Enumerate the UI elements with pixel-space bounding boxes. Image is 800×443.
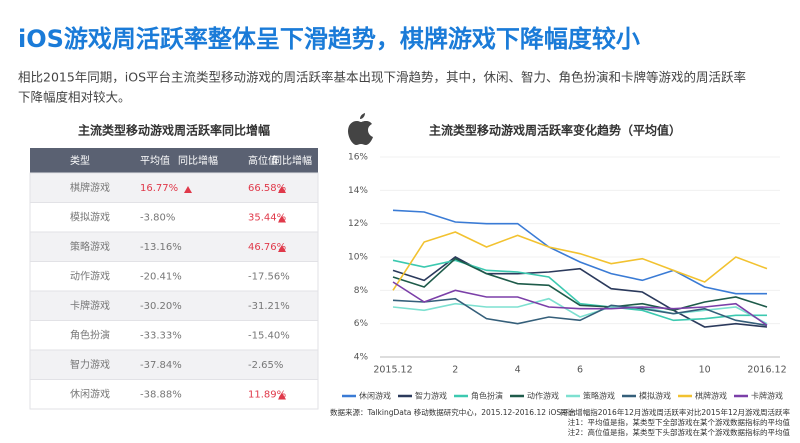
table-row-bg [29, 349, 319, 380]
column-header: 同比增幅 [272, 154, 312, 167]
table-cell: 策略游戏 [70, 240, 110, 253]
up-arrows [184, 186, 286, 400]
table-cell: -17.56% [248, 271, 290, 282]
series-line [392, 259, 767, 322]
legend-label: 智力游戏 [415, 391, 447, 401]
table-cell: -31.21% [248, 301, 290, 312]
y-tick-label: 8% [354, 286, 369, 296]
table-cell: 11.89% [248, 389, 286, 400]
series-line [392, 231, 768, 291]
table-cell: -33.33% [140, 330, 182, 341]
table-cell: -38.88% [140, 389, 182, 400]
column-header: 高位值 [248, 154, 278, 167]
column-header: 类型 [70, 154, 90, 167]
series-line [392, 281, 768, 326]
table-header-bg [30, 148, 318, 173]
table-cell: -20.41% [140, 271, 182, 282]
up-arrow [278, 186, 286, 193]
note: 注2：高位值是指，某类型下头部游戏在某个游戏数据指标的平均值 [568, 427, 791, 437]
series-line [392, 209, 767, 295]
x-tick-label: 2015.12 [373, 365, 412, 376]
x-tick-label: 6 [577, 365, 583, 376]
note: 注1：平均值是指，某类型下全部游戏在某个游戏数据指标的平均值 [568, 417, 791, 427]
table-cell: 46.76% [248, 242, 286, 253]
table-cell: -13.16% [140, 242, 182, 253]
up-arrow [278, 392, 286, 400]
table-row-bg [29, 290, 319, 321]
intro-text: 下降幅度相对较大。 [18, 90, 131, 105]
y-tick-label: 14% [348, 186, 368, 196]
series-line [392, 297, 768, 327]
y-tick-label: 4% [354, 353, 369, 363]
source: 数据来源：TalkingData 移动数据研究中心，2015.12-2016.1… [330, 407, 576, 417]
table-cell: 角色扮演 [70, 328, 110, 341]
table-cell: 休闲游戏 [70, 387, 110, 400]
table-cell: -37.84% [140, 360, 182, 371]
table-cell: 66.58% [248, 183, 286, 194]
table-cell: 动作游戏 [70, 269, 110, 282]
table-cell: 智力游戏 [70, 358, 110, 371]
table-title: 主流类型移动游戏周活跃率同比增幅 [78, 123, 270, 138]
legend-label: 策略游戏 [583, 391, 615, 401]
table-cell: 16.77% [140, 183, 178, 194]
table-cell: 棋牌游戏 [70, 181, 110, 194]
up-arrow [278, 215, 286, 223]
x-tick-label: 4 [515, 365, 521, 376]
table-cell: -2.65% [248, 360, 283, 371]
table-cell: -3.80% [140, 212, 175, 223]
y-tick-label: 16% [348, 153, 368, 163]
x-tick-label: 8 [639, 365, 645, 376]
up-arrow [184, 186, 192, 193]
column-header: 平均值 [140, 154, 170, 167]
note: 同比增幅指2016年12月游戏周活跃率对比2015年12月游戏周活跃率 [560, 407, 790, 417]
y-tick-label: 10% [348, 253, 368, 263]
legend-label: 模拟游戏 [639, 391, 671, 401]
table-cell: -30.20% [140, 301, 182, 312]
series-line [392, 256, 768, 328]
table-cell: -15.40% [248, 330, 290, 341]
legend-label: 动作游戏 [527, 391, 559, 401]
legend-label: 角色扮演 [471, 391, 503, 401]
table-cell: 卡牌游戏 [70, 299, 110, 312]
x-tick-label: 2 [452, 365, 458, 376]
table-cell: 模拟游戏 [70, 210, 110, 223]
chart-title: 主流类型移动游戏周活跃率变化趋势（平均值） [429, 123, 681, 138]
table-row-bg [29, 231, 319, 262]
x-tick-label: 10 [699, 365, 711, 376]
x-tick-label: 2016.12 [747, 365, 786, 376]
table-row-bg [29, 379, 319, 410]
table-row-bg [29, 320, 319, 351]
legend-label: 卡牌游戏 [751, 391, 783, 401]
table-row-bg [29, 172, 319, 203]
y-tick-label: 6% [354, 319, 369, 329]
page-title: iOS游戏周活跃率整体呈下滑趋势，棋牌游戏下降幅度较小 [18, 25, 640, 53]
table-body: 棋牌游戏 16.77% 66.58% 模拟游戏 -3.80% 35.44% 策略游戏 -13.… [29, 172, 319, 410]
apple-logo [348, 113, 373, 145]
series-line [392, 257, 768, 312]
table-cell: 35.44% [248, 212, 286, 223]
series-line [392, 297, 768, 325]
line-chart: 4% 6% 8% 10% 12% 14% 16% 2015.12 2 4 6 8 10 2016.12 休闲… [342, 153, 787, 401]
legend-label: 棋牌游戏 [695, 391, 727, 401]
legend-label: 休闲游戏 [359, 391, 391, 401]
y-tick-label: 12% [348, 219, 368, 229]
column-header: 同比增幅 [178, 154, 218, 167]
intro-text: 相比2015年同期，iOS平台主流类型移动游戏的周活跃率基本出现下滑趋势，其中，… [18, 70, 746, 85]
up-arrow [278, 245, 286, 252]
